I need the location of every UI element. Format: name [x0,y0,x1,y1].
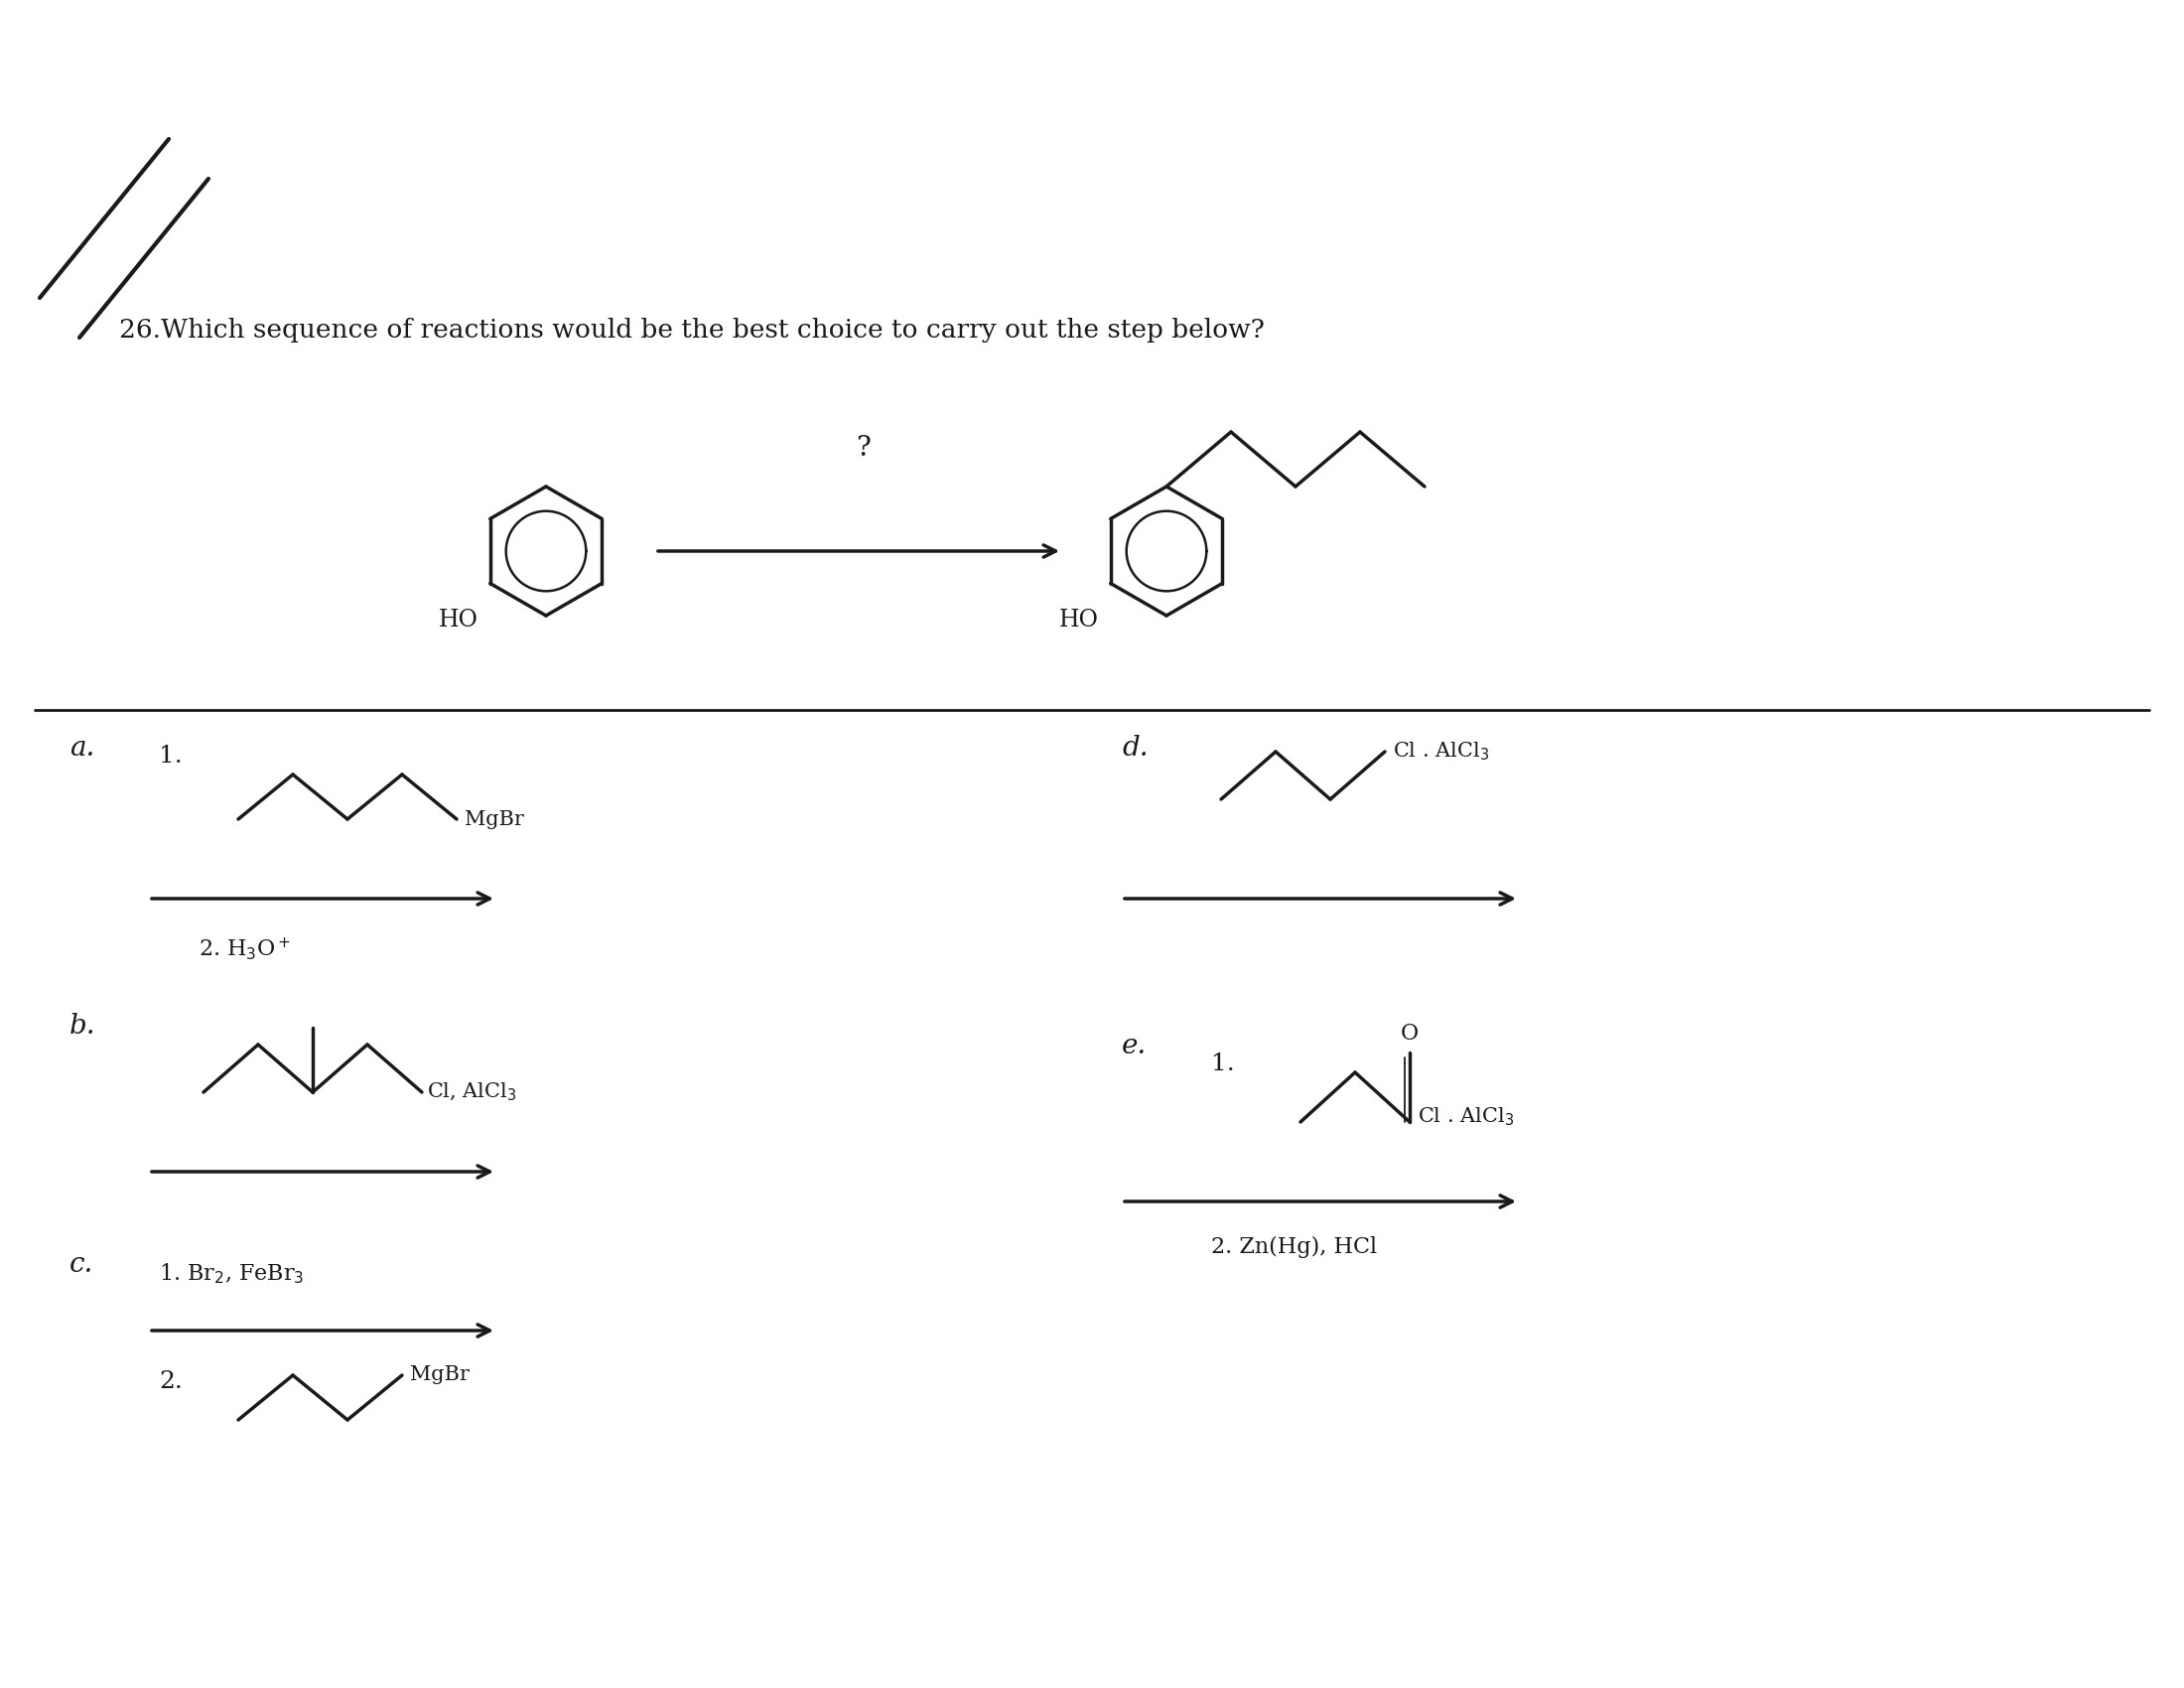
Text: Cl . AlCl$_3$: Cl . AlCl$_3$ [1417,1106,1514,1128]
Text: a.: a. [70,734,94,761]
Text: O: O [1400,1023,1420,1045]
Text: 2. Zn(Hg), HCl: 2. Zn(Hg), HCl [1212,1236,1378,1258]
Text: b.: b. [70,1013,96,1040]
Text: d.: d. [1123,734,1149,761]
Text: 26.Which sequence of reactions would be the best choice to carry out the step be: 26.Which sequence of reactions would be … [120,317,1265,343]
Text: 2.: 2. [159,1371,183,1393]
Text: 1.: 1. [1212,1053,1234,1075]
Text: 1. Br$_2$, FeBr$_3$: 1. Br$_2$, FeBr$_3$ [159,1261,304,1286]
Text: c.: c. [70,1251,94,1278]
Text: 2. H$_3$O$^+$: 2. H$_3$O$^+$ [199,935,290,962]
Text: e.: e. [1123,1033,1147,1060]
Text: ?: ? [856,436,871,463]
Text: 1.: 1. [159,744,183,768]
Text: Cl . AlCl$_3$: Cl . AlCl$_3$ [1393,741,1489,763]
Text: Cl, AlCl$_3$: Cl, AlCl$_3$ [426,1082,518,1104]
Text: HO: HO [439,608,478,631]
Text: MgBr: MgBr [411,1366,470,1384]
Text: MgBr: MgBr [465,810,524,829]
Text: HO: HO [1059,608,1099,631]
